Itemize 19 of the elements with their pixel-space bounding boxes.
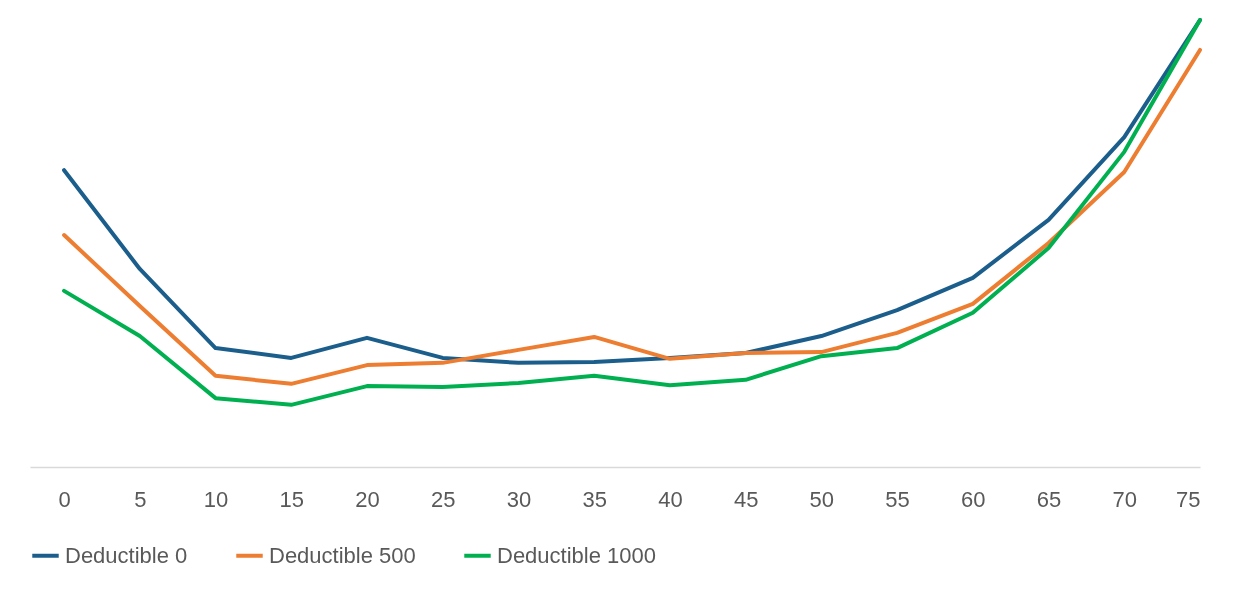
x-tick-label: 45 <box>733 486 759 512</box>
x-tick-label: 55 <box>885 486 910 512</box>
legend-label: Deductible 0 <box>65 542 188 568</box>
x-tick-label: 10 <box>203 486 229 512</box>
x-tick-label: 15 <box>279 486 304 512</box>
x-tick-label: 5 <box>134 486 147 512</box>
x-tick-label: 70 <box>1112 486 1138 512</box>
x-tick-label: 60 <box>961 486 986 512</box>
x-tick-label: 50 <box>809 486 835 512</box>
x-tick-label: 75 <box>1176 486 1201 512</box>
x-tick-label: 0 <box>58 486 71 512</box>
x-tick-label: 40 <box>658 486 683 512</box>
x-tick-label: 25 <box>430 486 456 512</box>
x-tick-label: 20 <box>355 486 380 512</box>
legend-label: Deductible 1000 <box>497 542 657 568</box>
x-tick-label: 65 <box>1036 486 1062 512</box>
x-tick-label: 30 <box>506 486 532 512</box>
x-tick-label: 35 <box>582 486 607 512</box>
legend-label: Deductible 500 <box>269 542 416 568</box>
